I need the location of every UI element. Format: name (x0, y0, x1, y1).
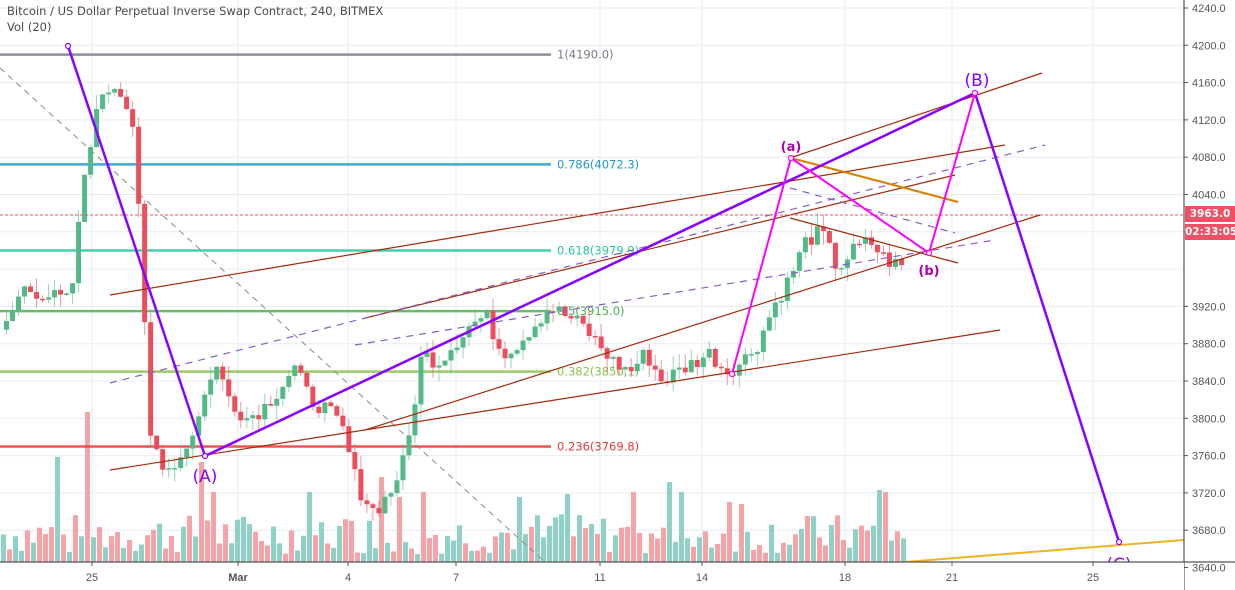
volume-bars (1, 412, 906, 562)
price-tick: 3760.0 (1192, 451, 1226, 463)
price-tick: 3680.0 (1192, 525, 1226, 537)
time-tick: Mar (228, 572, 248, 584)
elliott-wave-minor[interactable] (731, 92, 976, 375)
price-tick: 3840.0 (1192, 376, 1226, 388)
price-tick: 3640.0 (1192, 563, 1226, 575)
time-tick: 4 (345, 572, 351, 584)
drawings[interactable]: (A)(B)(C)(a)(b) (0, 42, 1185, 576)
svg-text:0.5(3915.0): 0.5(3915.0) (557, 304, 625, 318)
channel-line-3[interactable] (364, 174, 956, 319)
time-tick: 25 (86, 572, 98, 584)
price-tick: 4240.0 (1192, 3, 1226, 15)
channel-line-4[interactable] (789, 72, 1043, 159)
chart-legend: Bitcoin / US Dollar Perpetual Inverse Sw… (7, 3, 383, 35)
current-price-tag: 3963.0 (1185, 206, 1235, 222)
price-tick: 3880.0 (1192, 339, 1226, 351)
candlesticks (4, 82, 904, 521)
time-axis[interactable]: 25 Mar 4 7 11 14 18 21 25 (0, 561, 1235, 590)
svg-text:0.618(3979.9): 0.618(3979.9) (557, 244, 639, 258)
price-tick: 3720.0 (1192, 488, 1226, 500)
time-tick: 14 (696, 572, 708, 584)
wave-label-B[interactable]: (B) (965, 71, 990, 91)
svg-text:1(4190.0): 1(4190.0) (557, 48, 614, 62)
wave-label-a[interactable]: (a) (781, 140, 802, 155)
elliott-wave-major[interactable] (66, 45, 1121, 543)
chart-grid (0, 0, 1184, 568)
symbol-title: Bitcoin / US Dollar Perpetual Inverse Sw… (7, 4, 384, 18)
fib-level-2[interactable]: 0.618(3979.9) (0, 244, 639, 258)
volume-indicator-label[interactable]: Vol (20) (7, 20, 52, 34)
price-tick: 4200.0 (1192, 40, 1226, 52)
dashed-channel-0[interactable] (109, 144, 1046, 384)
time-tick: 18 (839, 572, 851, 584)
yellow-support-line[interactable] (904, 539, 1185, 563)
channel-line-1[interactable] (109, 329, 1001, 471)
bar-countdown-tag: 02:33:05 (1185, 224, 1235, 240)
fib-level-3[interactable]: 0.5(3915.0) (0, 304, 625, 318)
price-tick: 3800.0 (1192, 413, 1226, 425)
time-tick: 7 (453, 572, 459, 584)
channel-line-0[interactable] (109, 144, 1006, 296)
wave-label-b[interactable]: (b) (918, 264, 939, 279)
dashed-channel-2[interactable] (789, 187, 956, 234)
price-tick: 4080.0 (1192, 152, 1226, 164)
dashed-channel-1[interactable] (354, 239, 996, 346)
fib-level-4[interactable]: 0.382(3850.1) (0, 365, 639, 379)
svg-text:0.786(4072.3): 0.786(4072.3) (557, 157, 639, 171)
fib-level-0[interactable]: 1(4190.0) (0, 48, 614, 62)
fibonacci-retracement[interactable]: 1(4190.0) 0.786(4072.3) 0.618(3979.9) 0.5(3… (0, 48, 639, 575)
price-tick: 4120.0 (1192, 115, 1226, 127)
price-axis[interactable]: 4240.04200.04160.04120.04080.04040.04000… (1183, 0, 1235, 590)
time-tick: 21 (946, 572, 958, 584)
fib-level-1[interactable]: 0.786(4072.3) (0, 157, 639, 171)
price-tick: 4040.0 (1192, 190, 1226, 202)
time-tick: 25 (1087, 572, 1099, 584)
svg-text:0.382(3850.1): 0.382(3850.1) (557, 365, 639, 379)
price-tick: 3920.0 (1192, 301, 1226, 313)
fib-level-5[interactable]: 0.236(3769.8) (0, 439, 639, 453)
svg-text:0.236(3769.8): 0.236(3769.8) (557, 439, 639, 453)
time-tick: 11 (594, 572, 605, 584)
price-tick: 4160.0 (1192, 78, 1226, 90)
wave-label-A[interactable]: (A) (193, 467, 218, 487)
